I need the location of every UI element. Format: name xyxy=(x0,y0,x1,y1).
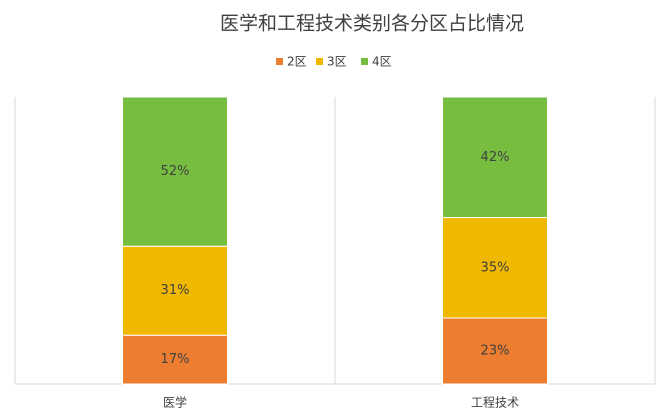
x-tick-label: 工程技术 xyxy=(471,395,519,410)
x-tick-label: 医学 xyxy=(163,395,187,410)
bar-segment xyxy=(442,217,548,319)
data-label: 17% xyxy=(161,352,190,367)
bar-segment xyxy=(442,317,548,385)
data-label: 23% xyxy=(481,343,510,358)
legend-label: 2区 xyxy=(287,55,307,69)
legend-swatch xyxy=(276,58,283,65)
bar-segment xyxy=(122,245,228,336)
data-label: 35% xyxy=(481,260,510,275)
bar-segment xyxy=(122,96,228,247)
data-label: 52% xyxy=(161,164,190,179)
bar-segment xyxy=(122,334,228,385)
legend-swatch xyxy=(361,58,368,65)
legend-label: 4区 xyxy=(372,55,392,69)
data-label: 31% xyxy=(161,283,190,298)
chart-title: 医学和工程技术类别各分区占比情况 xyxy=(220,13,524,35)
data-label: 42% xyxy=(481,150,510,165)
bar-segment xyxy=(442,96,548,219)
legend-swatch xyxy=(316,58,323,65)
legend-label: 3区 xyxy=(327,55,347,69)
